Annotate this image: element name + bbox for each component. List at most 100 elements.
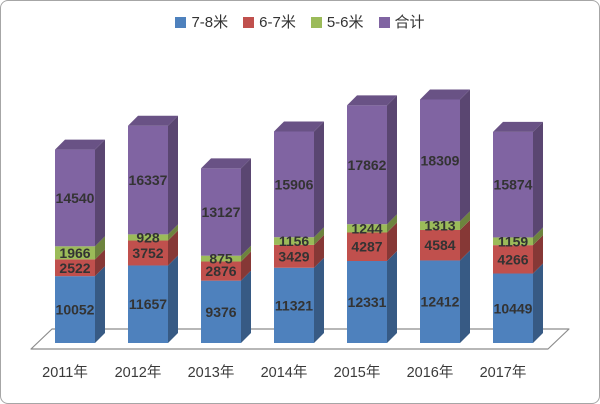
bar-segment-front-4-3 [347,105,387,225]
chart-legend: 7-8米 6-7米 5-6米 合计 [1,15,599,30]
value-label-3-1: 3429 [278,248,309,264]
value-label-1-3: 16337 [129,172,168,188]
value-label-4-2: 1244 [351,220,382,236]
bar-segment-side-4-3 [387,95,397,225]
legend-label: 6-7米 [259,14,296,31]
x-axis-label-2: 2013年 [188,364,235,381]
bar-segment-front-5-2 [420,221,460,230]
bar-segment-front-4-1 [347,232,387,261]
value-label-3-2: 1156 [279,233,310,249]
bar-segment-front-0-2 [55,246,95,260]
bar-segment-front-2-3 [201,168,241,256]
value-label-4-3: 17862 [348,157,387,173]
bar-segment-front-0-3 [55,149,95,247]
legend-item-2: 5-6米 [310,14,364,31]
bar-segment-side-5-2 [460,211,470,230]
value-label-4-1: 4287 [351,239,382,255]
x-axis-label-1: 2012年 [115,364,162,381]
bar-segment-top-2-3 [201,158,251,169]
value-label-2-3: 13127 [202,204,241,220]
bar-segment-side-1-1 [168,230,178,266]
bar-segment-front-2-2 [201,255,241,262]
legend-swatch-icon [310,17,322,28]
bar-segment-side-2-0 [241,270,251,343]
value-label-6-0: 10449 [494,300,533,316]
bar-segment-top-3-3 [274,121,324,132]
bar-segment-front-3-1 [274,244,314,268]
value-label-5-1: 4584 [424,237,455,253]
bar-segment-side-0-3 [95,139,105,247]
bar-segment-side-6-2 [533,227,543,246]
bar-segment-side-1-0 [168,255,178,343]
legend-item-3: 合计 [378,14,425,31]
bar-segment-side-2-3 [241,158,251,256]
value-label-1-2: 928 [136,229,160,245]
bar-segment-side-5-3 [460,89,470,222]
bar-segment-side-3-1 [314,234,324,268]
bar-segment-top-5-3 [420,89,470,100]
legend-item-1: 6-7米 [243,15,296,30]
bar-segment-front-5-3 [420,99,460,222]
bar-segment-side-2-1 [241,251,251,281]
bar-segment-front-5-1 [420,229,460,261]
bar-segment-side-2-2 [241,245,251,262]
bar-segment-front-5-0 [420,260,460,343]
legend-swatch-icon [175,17,187,28]
bar-segment-front-3-3 [274,131,314,238]
bar-segment-front-0-0 [55,276,95,343]
bar-segment-front-6-1 [493,245,533,274]
bar-segment-front-0-1 [55,259,95,277]
bar-segment-front-4-0 [347,260,387,343]
bar-segment-front-6-0 [493,273,533,343]
bar-segment-side-4-0 [387,250,397,343]
value-label-6-2: 1159 [498,233,529,249]
bar-segment-top-0-3 [55,139,105,150]
value-label-2-2: 875 [209,251,233,267]
bar-segment-side-3-3 [314,121,324,238]
bar-segment-front-3-0 [274,267,314,343]
value-label-0-3: 14540 [56,190,95,206]
value-label-5-3: 18309 [421,152,460,168]
bar-segment-side-6-0 [533,263,543,343]
value-label-4-0: 12331 [348,294,387,310]
value-label-5-0: 12412 [421,294,460,310]
value-label-1-1: 3752 [132,245,163,261]
x-axis-label-5: 2016年 [407,364,454,381]
bar-segment-front-1-0 [128,265,168,343]
value-label-3-3: 15906 [275,176,314,192]
value-label-5-2: 1313 [424,218,455,234]
bar-segment-front-1-2 [128,234,168,241]
bar-segment-top-6-3 [493,121,543,132]
value-label-2-1: 2876 [205,263,236,279]
x-axis-label-6: 2017年 [480,364,527,381]
bar-segment-side-0-1 [95,249,105,277]
bar-segment-side-5-0 [460,250,470,343]
legend-swatch-icon [243,17,255,28]
bar-segment-front-6-3 [493,131,533,238]
bar-segment-side-5-1 [460,219,470,261]
legend-label: 7-8米 [191,14,229,31]
legend-swatch-icon [378,17,390,28]
x-axis-label-0: 2011年 [42,364,88,381]
bar-segment-front-6-2 [493,237,533,246]
bar-segment-side-6-3 [533,121,543,238]
bar-segment-side-4-1 [387,222,397,261]
bar-segment-side-1-2 [168,224,178,241]
bar-segment-top-1-3 [128,115,178,126]
bar-segment-front-1-1 [128,240,168,266]
legend-label: 5-6米 [326,14,364,31]
value-label-3-0: 11321 [275,297,313,313]
legend-label: 合计 [394,14,425,31]
value-label-0-1: 2522 [59,260,90,276]
bar-segment-side-4-2 [387,214,397,233]
legend-item-0: 7-8米 [175,15,228,30]
value-label-0-2: 1966 [59,245,90,261]
bar-segment-side-0-2 [95,236,105,260]
value-label-6-1: 4266 [497,251,528,267]
bar-segment-front-1-3 [128,125,168,235]
value-label-2-0: 9376 [205,304,236,320]
bar-segment-front-2-1 [201,261,241,281]
bar-segment-side-3-2 [314,227,324,245]
